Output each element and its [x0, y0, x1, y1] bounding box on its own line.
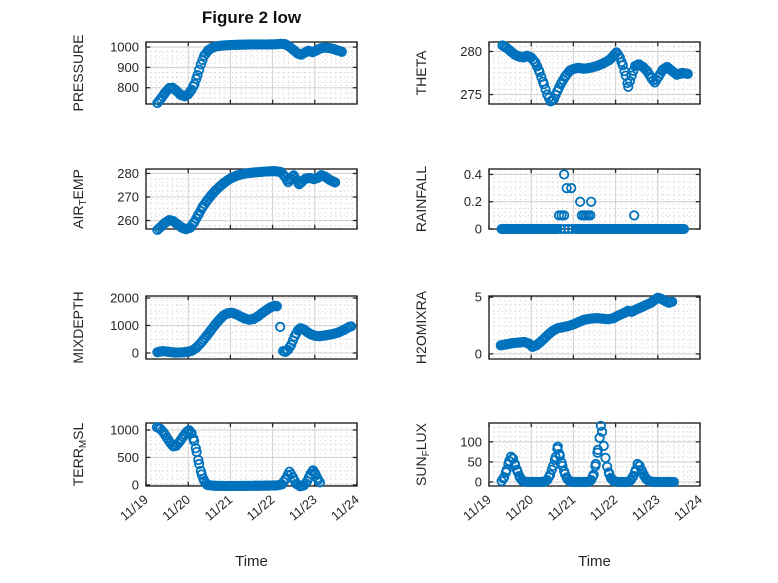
- svg-text:280: 280: [117, 166, 139, 181]
- svg-text:0: 0: [475, 474, 482, 489]
- svg-text:MIXDEPTH: MIXDEPTH: [70, 291, 86, 363]
- svg-text:900: 900: [117, 60, 139, 75]
- svg-text:11/19: 11/19: [460, 492, 494, 524]
- subplot-pressure: 800 900 1000 PRESSURE: [70, 34, 358, 112]
- svg-text:2000: 2000: [110, 291, 139, 306]
- time-axis-label-left: Time: [235, 553, 268, 570]
- svg-text:11/21: 11/21: [544, 492, 578, 524]
- svg-text:0: 0: [132, 477, 139, 492]
- subplot-theta: 275 280 THETA: [413, 40, 701, 107]
- svg-text:11/24: 11/24: [671, 492, 705, 524]
- svg-text:11/22: 11/22: [587, 492, 621, 524]
- time-axis-label-right: Time: [578, 553, 611, 570]
- svg-text:0.2: 0.2: [464, 194, 482, 209]
- svg-text:RAINFALL: RAINFALL: [413, 166, 429, 232]
- svg-text:1000: 1000: [110, 40, 139, 55]
- svg-text:500: 500: [117, 450, 139, 465]
- svg-text:11/23: 11/23: [629, 492, 663, 524]
- svg-text:H2OMIXRA: H2OMIXRA: [413, 290, 429, 364]
- svg-text:11/20: 11/20: [502, 492, 536, 524]
- svg-text:270: 270: [117, 190, 139, 205]
- svg-text:280: 280: [460, 44, 482, 59]
- svg-text:THETA: THETA: [413, 50, 429, 96]
- svg-text:1000: 1000: [110, 422, 139, 437]
- svg-text:PRESSURE: PRESSURE: [70, 34, 86, 111]
- svg-text:11/19: 11/19: [117, 492, 151, 524]
- svg-text:0: 0: [132, 346, 139, 361]
- svg-text:TERRMSL: TERRMSL: [70, 422, 89, 486]
- svg-text:1000: 1000: [110, 318, 139, 333]
- subplot-air-temp: 260 270 280 AIRTEMP: [70, 166, 358, 236]
- svg-text:800: 800: [117, 80, 139, 95]
- svg-text:275: 275: [460, 87, 482, 102]
- svg-text:11/24: 11/24: [328, 492, 362, 524]
- svg-text:5: 5: [475, 290, 482, 305]
- subplot-mixdepth: 0 1000 2000 MIXDEPTH: [70, 291, 358, 364]
- svg-text:260: 260: [117, 213, 139, 228]
- subplot-sun-flux: 0 50 100 11/19 11/20 11/21 11/22 11/23 11/24 SUNF…: [413, 420, 705, 524]
- figure-title: Figure 2 low: [201, 8, 302, 27]
- svg-text:0: 0: [475, 346, 482, 361]
- svg-text:100: 100: [460, 434, 482, 449]
- svg-text:11/22: 11/22: [244, 492, 278, 524]
- subplot-h2omixra: 0 5 H2OMIXRA: [413, 290, 701, 364]
- svg-text:0: 0: [475, 222, 482, 237]
- svg-text:0.4: 0.4: [464, 167, 482, 182]
- subplot-rainfall: 0 0.2 0.4 RAINFALL: [413, 166, 701, 237]
- svg-text:AIRTEMP: AIRTEMP: [70, 169, 89, 229]
- svg-text:11/20: 11/20: [159, 492, 193, 524]
- svg-text:11/23: 11/23: [286, 492, 320, 524]
- svg-text:SUNFLUX: SUNFLUX: [413, 422, 432, 486]
- svg-text:11/21: 11/21: [201, 492, 235, 524]
- subplot-terr-msl: 0 500 1000 11/19 11/20 11/21 11/22 11/23 11/24 TE…: [70, 422, 362, 524]
- svg-text:50: 50: [468, 454, 482, 469]
